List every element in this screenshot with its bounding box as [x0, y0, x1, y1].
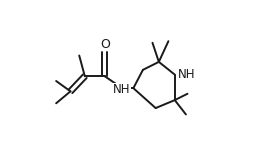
Text: O: O [100, 38, 110, 51]
Text: NH: NH [178, 68, 195, 81]
Text: NH: NH [113, 83, 131, 96]
